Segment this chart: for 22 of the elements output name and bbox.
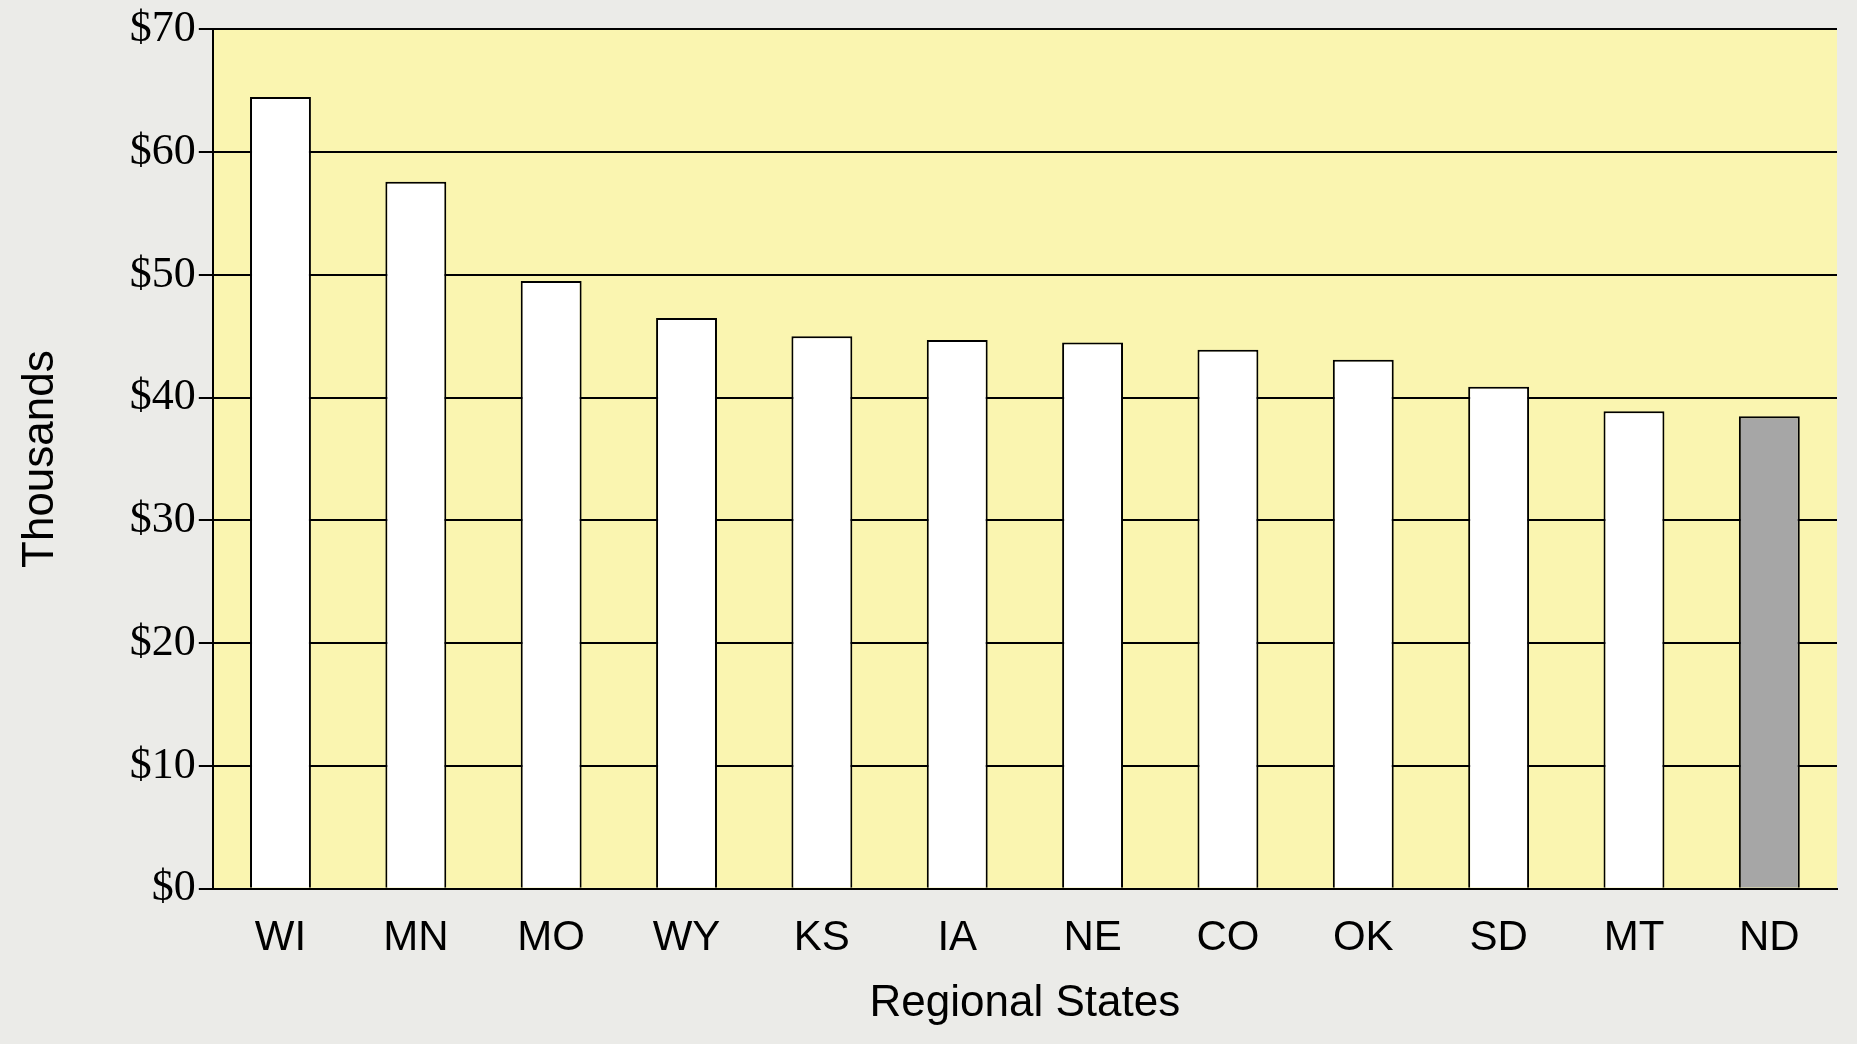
y-tick-label: $50 [129, 247, 196, 297]
x-tick-label: WI [254, 911, 307, 959]
y-tick-label: $40 [129, 370, 196, 420]
x-axis-title: Regional States [869, 975, 1181, 1025]
x-tick-label: ND [1738, 911, 1800, 959]
y-tick-label: $10 [129, 738, 196, 788]
x-tick-label: MT [1603, 911, 1665, 959]
x-tick-label: NE [1063, 911, 1122, 959]
x-tick-label: CO [1196, 911, 1260, 959]
x-tick-label: MO [517, 911, 585, 959]
y-tick-label: $30 [129, 493, 196, 543]
y-tick-label: $60 [129, 124, 196, 174]
x-tick-label: WY [652, 911, 721, 959]
y-tick-label: $20 [129, 615, 196, 665]
x-tick-label: MN [383, 911, 449, 959]
x-tick-label: IA [937, 911, 978, 959]
x-tick-label: OK [1332, 911, 1394, 959]
y-tick-label: $70 [129, 1, 196, 51]
y-axis-title: Thousands [12, 350, 62, 568]
x-tick-label: KS [793, 911, 850, 959]
x-tick-label: SD [1469, 911, 1528, 959]
y-tick-label: $0 [151, 861, 196, 911]
